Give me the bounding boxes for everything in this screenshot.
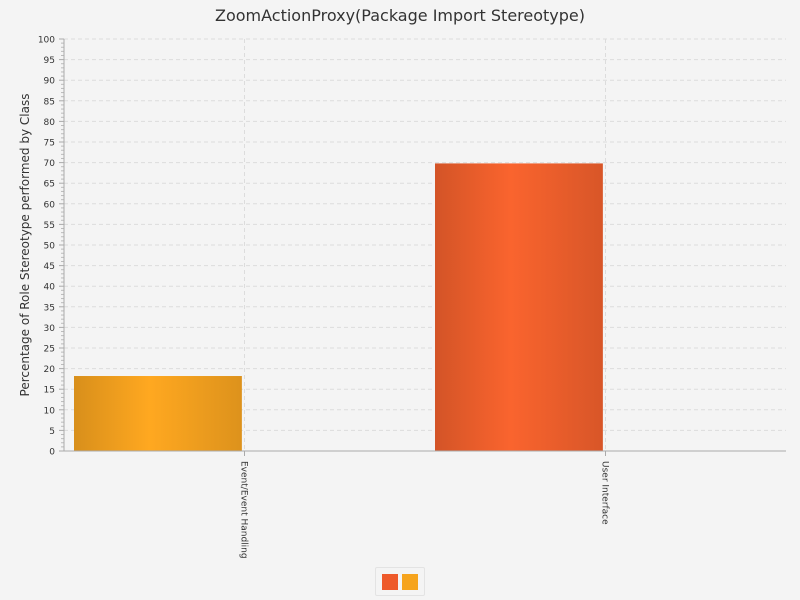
y-tick-label: 85 [44,97,55,107]
y-tick-label: 80 [44,118,56,128]
y-tick-label: 100 [38,36,55,46]
y-tick-label: 70 [44,159,56,169]
y-tick-label: 95 [44,56,55,66]
chart-title: ZoomActionProxy(Package Import Stereotyp… [214,6,585,25]
y-tick-label: 50 [44,242,56,252]
legend-swatch-2 [402,573,418,590]
y-tick-label: 90 [44,77,56,87]
y-tick-label: 55 [44,221,55,231]
y-tick-label: 30 [44,324,56,334]
y-tick-label: 20 [44,365,56,375]
y-tick-label: 35 [44,303,55,313]
y-tick-label: 40 [44,283,56,293]
legend [375,567,425,596]
y-tick-label: 0 [49,448,55,458]
y-tick-label: 75 [44,139,55,149]
y-tick-label: 65 [44,180,55,190]
y-tick-label: 15 [44,386,55,396]
y-tick-label: 60 [44,200,56,210]
y-tick-label: 25 [44,345,55,355]
legend-swatch-1 [382,573,398,590]
bar-2 [435,163,603,451]
y-axis-label: Percentage of Role Stereotype performed … [18,94,32,397]
bar-1 [74,376,242,451]
x-tick-label: Event/Event Handling [239,461,249,559]
y-tick-label: 5 [49,427,55,437]
y-tick-label: 45 [44,262,55,272]
x-tick-label: User Interface [600,461,610,525]
y-tick-label: 10 [44,406,56,416]
